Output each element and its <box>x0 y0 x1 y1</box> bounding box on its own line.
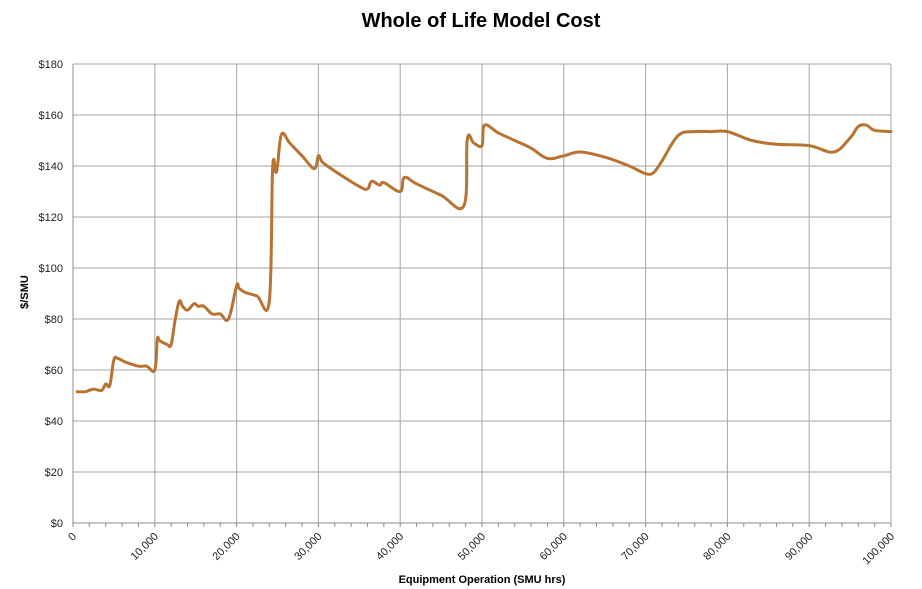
y-tick-label: $160 <box>39 110 63 122</box>
y-tick-label: $20 <box>45 467 63 479</box>
axis-layer <box>72 64 892 527</box>
y-tick-label: $100 <box>39 263 63 275</box>
cost-line <box>75 123 893 394</box>
x-tick-label: 10,000 <box>129 531 161 563</box>
x-tick-label: 60,000 <box>538 531 570 563</box>
x-tick-label: 0 <box>66 531 79 544</box>
y-axis-title: $/SMU <box>19 275 31 309</box>
x-axis-title: Equipment Operation (SMU hrs) <box>399 574 566 586</box>
chart-title: Whole of Life Model Cost <box>361 10 601 32</box>
x-tick-label: 20,000 <box>210 531 242 563</box>
y-tick-label: $60 <box>45 365 63 377</box>
y-tick-label: $40 <box>45 416 63 428</box>
x-tick-label: 40,000 <box>374 531 406 563</box>
x-tick-label: 50,000 <box>456 531 488 563</box>
x-tick-label: 30,000 <box>292 531 324 563</box>
x-tick-label: 70,000 <box>619 531 651 563</box>
y-tick-label: $80 <box>45 314 63 326</box>
y-tick-label: $0 <box>51 518 63 530</box>
x-tick-label: 80,000 <box>701 531 733 563</box>
series-layer <box>75 123 893 394</box>
y-tick-label: $120 <box>39 212 63 224</box>
x-tick-label: 90,000 <box>783 531 815 563</box>
x-tick-label: 100,000 <box>861 531 898 568</box>
y-tick-label: $140 <box>39 161 63 173</box>
y-tick-label: $180 <box>39 59 63 71</box>
